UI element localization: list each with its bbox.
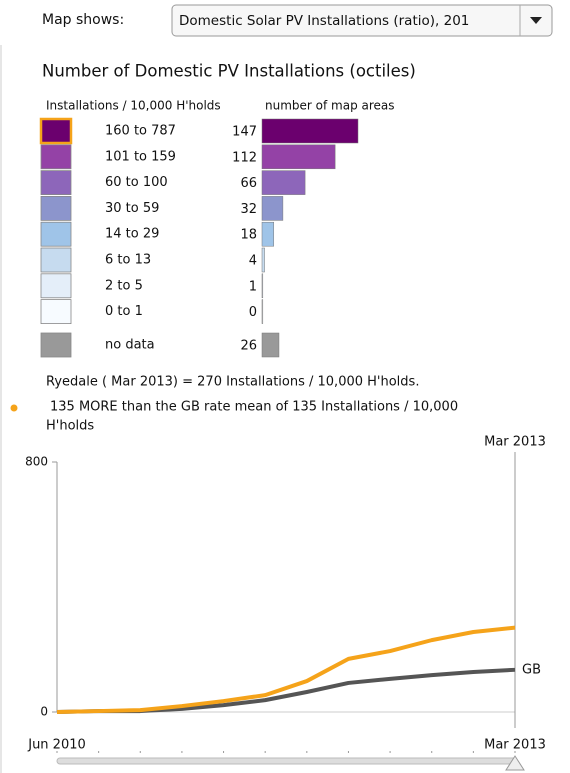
- legend-title: Number of Domestic PV Installations (oct…: [42, 62, 416, 81]
- class-count: 0: [249, 305, 257, 320]
- info-comparison: H'holds: [46, 419, 94, 434]
- count-bar: [261, 221, 275, 247]
- cursor-label: Mar 2013: [484, 435, 546, 450]
- class-label: no data: [105, 338, 155, 353]
- selector-label: Map shows:: [42, 12, 124, 28]
- class-count: 112: [232, 150, 257, 165]
- swatch: [39, 117, 73, 145]
- count-bar: [261, 299, 264, 324]
- info-dot: [10, 404, 18, 412]
- swatch: [40, 170, 72, 196]
- count-bar: [261, 170, 306, 195]
- x-tick-label: Jun 2010: [27, 738, 86, 753]
- column-header: Installations / 10,000 H'holds: [46, 99, 221, 113]
- dropdown-box[interactable]: [171, 4, 553, 37]
- column-header: number of map areas: [265, 99, 395, 113]
- count-bar: [261, 332, 280, 358]
- swatch: [40, 195, 72, 221]
- count-bar: [261, 118, 359, 144]
- count-bar: [261, 273, 264, 299]
- dropdown-arrow[interactable]: [530, 17, 542, 24]
- info-summary: Ryedale ( Mar 2013) = 270 Installations …: [46, 375, 419, 390]
- count-bar: [261, 144, 336, 170]
- y-tick-label: 0: [40, 705, 48, 719]
- class-label: 101 to 159: [105, 149, 176, 164]
- class-count: 147: [232, 125, 257, 140]
- class-label: 14 to 29: [105, 227, 159, 242]
- class-count: 4: [249, 254, 257, 269]
- class-count: 18: [240, 228, 257, 243]
- class-count: 66: [240, 176, 257, 191]
- dropdown-value[interactable]: Domestic Solar PV Installations (ratio),…: [179, 13, 469, 29]
- swatch: [40, 332, 72, 358]
- class-label: 6 to 13: [105, 253, 151, 268]
- class-label: 160 to 787: [105, 124, 176, 139]
- x-tick-label: Mar 2013: [484, 738, 546, 753]
- class-label: 30 to 59: [105, 201, 159, 216]
- class-count: 32: [240, 202, 257, 217]
- series-label: GB: [522, 662, 541, 677]
- y-tick-label: 800: [25, 455, 48, 469]
- series-line: [56, 625, 516, 714]
- dropdown[interactable]: Domestic Solar PV Installations (ratio),…: [171, 4, 553, 37]
- count-bar: [261, 247, 265, 273]
- swatch: [40, 221, 72, 247]
- swatch: [40, 247, 72, 273]
- class-count: 26: [240, 339, 257, 354]
- count-bar: [261, 196, 284, 221]
- class-count: 1: [249, 279, 257, 294]
- swatch: [40, 299, 72, 325]
- time-slider: [56, 757, 518, 765]
- class-label: 0 to 1: [105, 304, 143, 319]
- slider-handle[interactable]: [505, 755, 525, 771]
- class-label: 60 to 100: [105, 175, 168, 190]
- info-comparison: 135 MORE than the GB rate mean of 135 In…: [50, 400, 458, 415]
- swatch: [40, 273, 72, 299]
- class-label: 2 to 5: [105, 278, 143, 293]
- series-line: [56, 667, 516, 714]
- swatch: [40, 144, 72, 170]
